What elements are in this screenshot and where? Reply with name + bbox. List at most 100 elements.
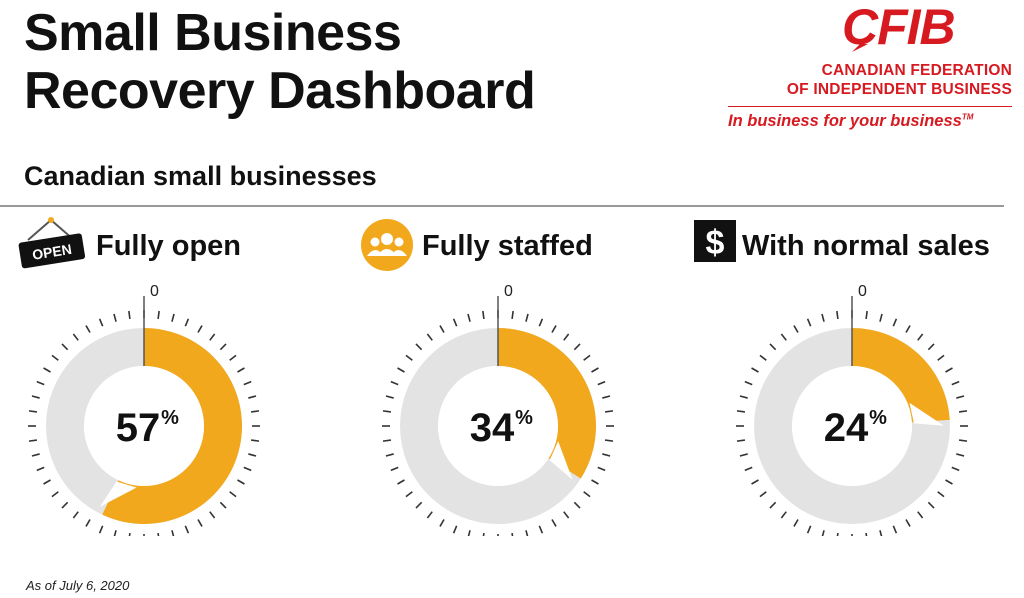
gauge-tick [197,519,203,527]
gauge-tick [793,519,799,527]
gauge-tick [397,479,405,485]
gauge-tick [905,325,911,333]
gauge-tick [51,491,59,498]
gauge-unit-label: % [161,407,179,429]
gauge-tick [482,532,485,536]
gauge-center [792,366,912,486]
gauge-tick [597,466,606,472]
gauge-ticks [736,310,968,536]
gauge-tick [229,354,237,361]
gauge-tick [36,466,45,472]
gauge-tick [591,479,599,485]
gauge-tick [415,501,423,509]
gauge-ticks [382,310,614,536]
gauge-tick [951,466,960,472]
gauge-tick [382,410,392,413]
gauge-tick [865,310,868,320]
brand-name-line-2: OF INDEPENDENT BUSINESS [786,81,1012,98]
gauge-tick [85,519,91,527]
gauge-tick [927,501,935,509]
gauge-tick [426,333,433,341]
gauge-value-label: 57 [116,406,161,450]
gauge-pointer [909,402,944,426]
gauge-tick [184,525,190,534]
gauge-tick [405,354,413,361]
gauge-tick [604,439,614,442]
gauge-tick [573,501,581,509]
gauge-tick [892,525,898,534]
gauge-normal-sales: 0 24% [736,283,968,536]
gauge-tick [736,439,746,442]
gauge-tick [511,532,514,536]
gauge-tick [61,501,69,509]
gauge-tick [780,333,787,341]
gauge-tick [597,380,606,386]
gauge-pointer [99,481,137,507]
gauge-tick [927,343,935,351]
title-line-1: Small Business [24,4,402,62]
gauge-zero-label: 0 [504,283,513,300]
gauge-tick [573,343,581,351]
gauge-tick [538,525,544,534]
trademark-mark: TM [961,112,974,122]
gauge-zero-label: 0 [150,283,159,300]
gauge-tick [452,525,458,534]
gauge-tick [780,511,787,519]
section-subtitle: Canadian small businesses [24,161,377,191]
gauge-tick [113,313,117,322]
gauge-tick [836,532,839,536]
gauge-tick [563,333,570,341]
gauge-unit-label: % [515,407,533,429]
gauge-tick [538,318,544,327]
gauge-tick [905,519,911,527]
gauge-tick [219,501,227,509]
gauge-tick [382,439,392,442]
gauge-tick [98,318,104,327]
gauge-tick [390,466,399,472]
gauge-tick [467,530,471,536]
gauge-tick [61,343,69,351]
gauge-tick [602,453,611,457]
cfib-logo-text: CFIB [842,0,955,52]
gauge-fill-segment [852,328,950,423]
gauge-tick [209,333,216,341]
gauge-tick [583,491,591,498]
gauge-tick [892,318,898,327]
gauge-tick [237,479,245,485]
gauge-tick [602,395,611,399]
gauge-tick [439,519,445,527]
gauge-tick [736,410,746,413]
gauge-tick [243,380,252,386]
staff-group-icon [361,219,413,271]
gauge-tick [793,325,799,333]
gauge-tick [390,380,399,386]
gauge-tick [744,466,753,472]
gauge-tick [769,501,777,509]
gauge-tick [821,530,825,536]
gauge-tick [43,479,51,485]
gauge-tick [385,453,394,457]
gauge-tick [937,491,945,498]
gauge-tick [937,354,945,361]
dollar-symbol: $ [706,224,725,262]
gauge-tick [482,310,485,320]
panel-label-fully-staffed: Fully staffed [422,230,593,262]
gauge-tick [751,479,759,485]
gauge-tick [426,511,433,519]
gauge-tick [36,380,45,386]
gauge-tick [171,530,175,536]
gauge-tick [243,466,252,472]
gauge-tick [98,525,104,534]
brand-rule [728,106,1012,107]
gauge-value-label: 24 [824,406,869,450]
gauge-tick [917,333,924,341]
gauge-tick [563,511,570,519]
gauge-tick [248,453,257,457]
gauge-unit-label: % [869,407,887,429]
page-title: Small Business Recovery Dashboard [24,4,644,120]
gauge-tick [250,410,260,413]
gauge-center [438,366,558,486]
gauge-tick [551,519,557,527]
gauge-tick [865,532,868,536]
gauge-tick [759,354,767,361]
